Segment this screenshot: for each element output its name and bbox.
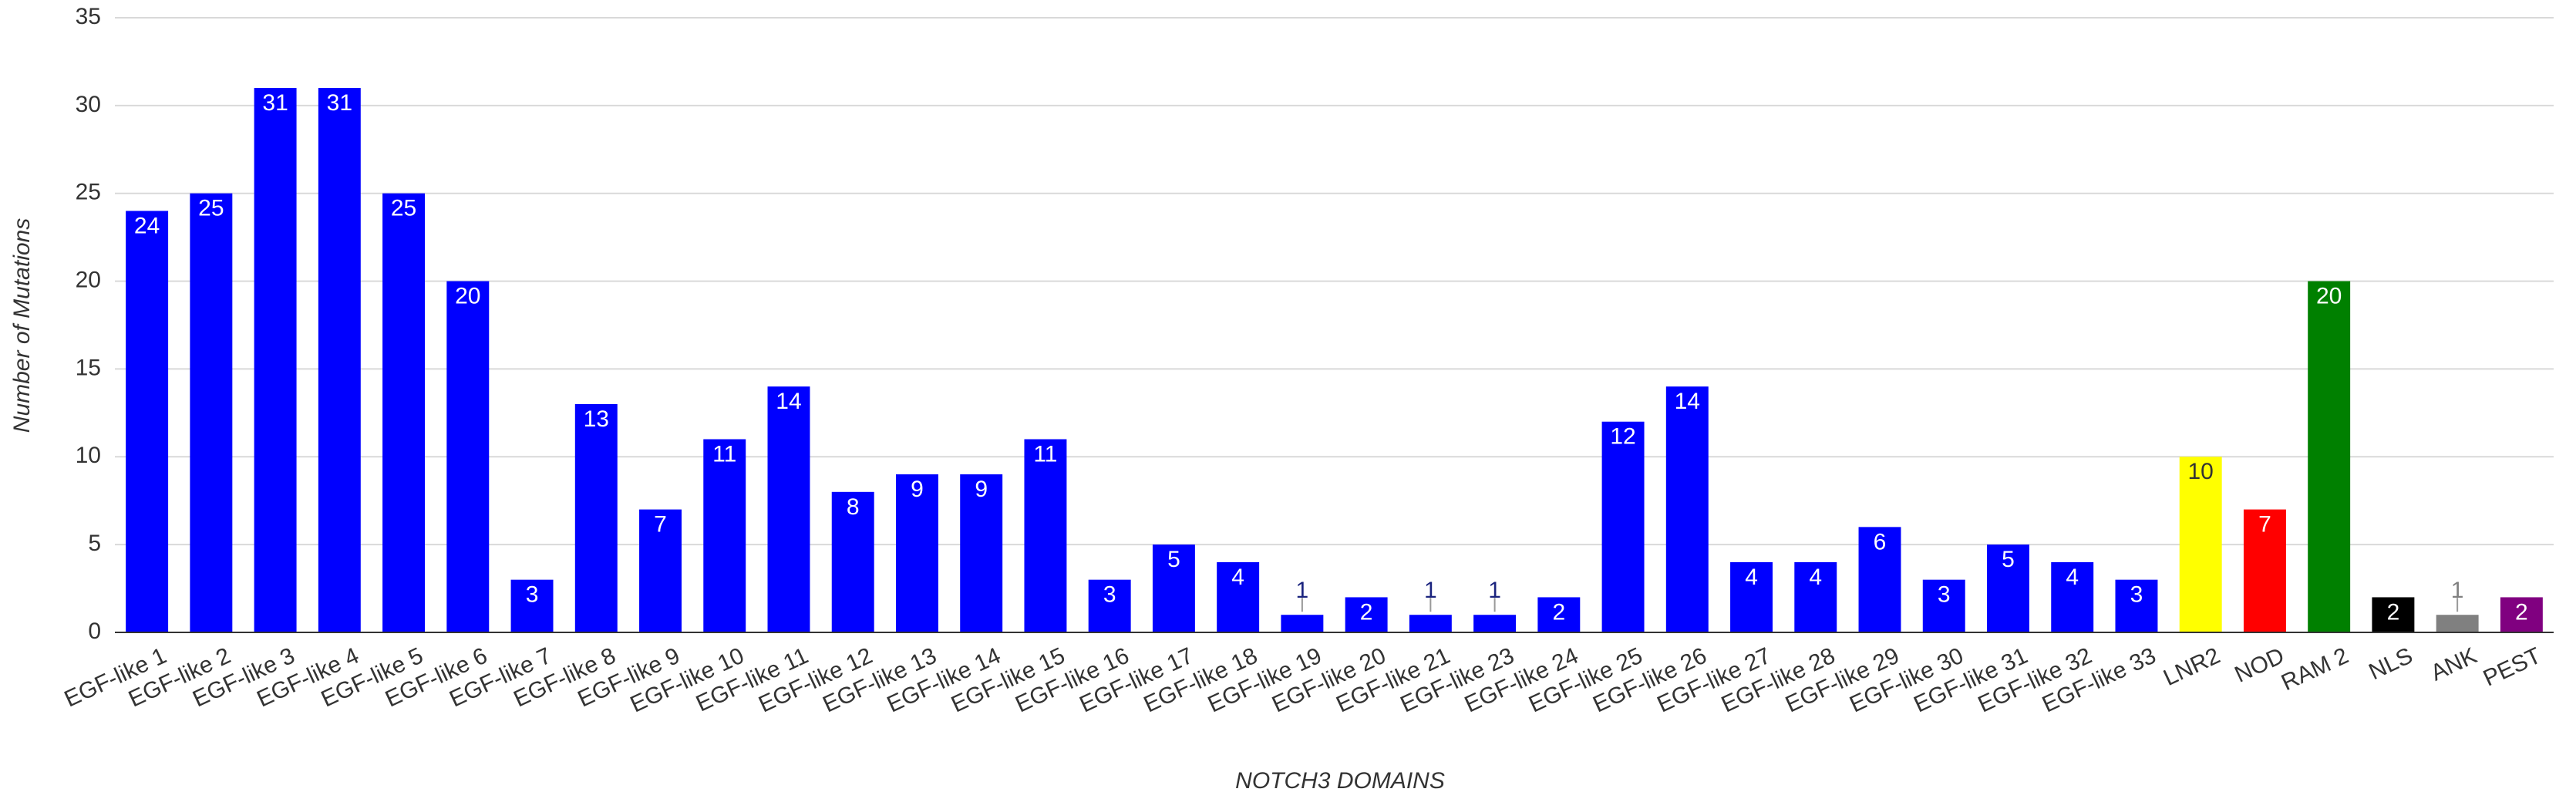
bar	[895, 474, 938, 632]
data-label: 1	[1488, 578, 1501, 603]
x-tick-label: LNR2	[2160, 643, 2224, 691]
bar	[767, 386, 810, 632]
bar	[2179, 457, 2222, 632]
bar	[318, 88, 361, 633]
x-tick-label: PEST	[2480, 643, 2545, 692]
bar	[382, 193, 426, 632]
data-label: 3	[2130, 582, 2143, 608]
data-label: 20	[455, 283, 480, 308]
data-label: 6	[1874, 529, 1887, 555]
bar	[1217, 561, 1260, 632]
bar	[254, 88, 297, 633]
bar	[1537, 597, 1581, 632]
x-tick-label: ANK	[2427, 643, 2481, 686]
bar	[2115, 579, 2158, 632]
bar	[1601, 421, 1645, 632]
data-label: 2	[2387, 599, 2400, 625]
y-tick-label: 10	[76, 443, 101, 468]
data-label: 1	[1424, 578, 1437, 603]
data-label: 4	[2066, 565, 2079, 590]
data-label: 31	[262, 90, 288, 116]
data-label: 3	[1103, 582, 1116, 608]
bar	[1665, 386, 1709, 632]
bar	[831, 491, 874, 632]
data-label: 7	[2258, 512, 2271, 538]
data-label: 14	[776, 389, 801, 414]
data-label: 10	[2188, 459, 2214, 484]
data-label: 1	[2451, 578, 2464, 603]
data-label: 4	[1809, 565, 1822, 590]
y-tick-label: 0	[88, 619, 101, 644]
data-label: 7	[654, 512, 667, 538]
y-axis-title: Number of Mutations	[9, 218, 35, 433]
y-tick-label: 35	[76, 4, 101, 29]
bar	[1088, 579, 1131, 632]
data-label: 11	[1033, 441, 1057, 467]
bar	[1730, 561, 1773, 632]
data-label: 1	[1296, 578, 1309, 603]
bar	[1794, 561, 1837, 632]
bar	[126, 211, 169, 632]
bar	[2051, 561, 2094, 632]
y-tick-label: 25	[76, 180, 101, 205]
data-label: 24	[134, 213, 160, 238]
data-label: 4	[1745, 565, 1758, 590]
data-label: 5	[1167, 547, 1180, 572]
data-label: 14	[1675, 389, 1700, 414]
data-label: 20	[2316, 283, 2342, 308]
bar	[1473, 615, 1517, 632]
data-label: 5	[2002, 547, 2015, 572]
bar	[1987, 544, 2029, 632]
bar	[1922, 579, 1965, 632]
data-label: 25	[391, 196, 416, 221]
bar	[446, 281, 490, 632]
data-label: 8	[847, 494, 860, 520]
x-axis-title: NOTCH3 DOMAINS	[1235, 768, 1445, 794]
data-label: 2	[1360, 599, 1373, 625]
data-label: 3	[1938, 582, 1951, 608]
x-tick-label: RAM 2	[2278, 643, 2352, 696]
data-label: 11	[712, 441, 736, 467]
bar	[2436, 615, 2479, 632]
y-tick-label: 15	[76, 355, 101, 380]
data-label: 3	[526, 582, 539, 608]
data-label: 2	[1552, 599, 1565, 625]
bar	[703, 439, 746, 632]
data-label: 9	[975, 477, 988, 502]
bar	[1024, 439, 1067, 632]
bar	[574, 403, 618, 632]
data-label: 12	[1610, 424, 1635, 450]
x-tick-label: NOD	[2231, 643, 2288, 688]
bar	[1281, 615, 1324, 632]
data-label: 13	[584, 406, 609, 432]
bar	[960, 474, 1003, 632]
bar	[1409, 615, 1452, 632]
bar	[1345, 597, 1388, 632]
bar	[510, 579, 554, 632]
data-label: 25	[198, 196, 224, 221]
data-label: 9	[911, 477, 924, 502]
y-tick-label: 30	[76, 92, 101, 117]
bar	[2243, 509, 2286, 632]
y-tick-label: 5	[88, 531, 101, 556]
bar	[639, 509, 682, 632]
data-label: 31	[327, 90, 352, 116]
bar	[2372, 597, 2415, 632]
bar	[1152, 544, 1195, 632]
x-tick-label: NLS	[2365, 643, 2416, 686]
data-label: 2	[2515, 599, 2528, 625]
bar	[2500, 597, 2543, 632]
data-label: 4	[1231, 565, 1244, 590]
y-tick-label: 20	[76, 267, 101, 292]
bar	[2308, 281, 2351, 632]
bar	[1858, 527, 1901, 632]
bar	[190, 193, 233, 632]
